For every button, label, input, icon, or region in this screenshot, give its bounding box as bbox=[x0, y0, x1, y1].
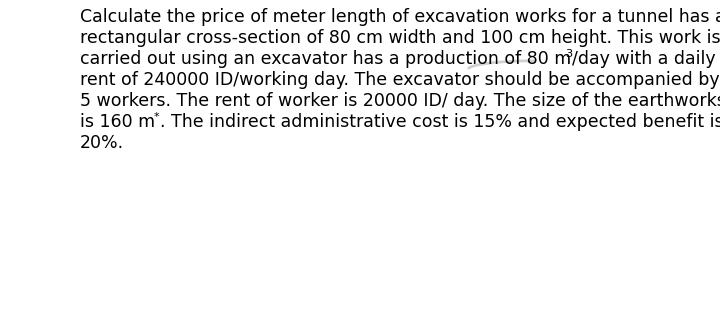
Text: is 160 m: is 160 m bbox=[80, 113, 155, 131]
Text: /day with a daily: /day with a daily bbox=[572, 50, 716, 68]
Text: Calculate the price of meter length of excavation works for a tunnel has a: Calculate the price of meter length of e… bbox=[80, 8, 720, 26]
Text: 3: 3 bbox=[565, 49, 572, 59]
Text: 20%.: 20%. bbox=[80, 134, 124, 152]
Text: *: * bbox=[154, 112, 160, 122]
Text: rectangular cross-section of 80 cm width and 100 cm height. This work is: rectangular cross-section of 80 cm width… bbox=[80, 29, 720, 47]
Text: rent of 240000 ID/working day. The excavator should be accompanied by: rent of 240000 ID/working day. The excav… bbox=[80, 71, 719, 89]
Text: carried out using an excavator has a production of 80 m: carried out using an excavator has a pro… bbox=[80, 50, 571, 68]
Text: 5 workers. The rent of worker is 20000 ID/ day. The size of the earthworks: 5 workers. The rent of worker is 20000 I… bbox=[80, 92, 720, 110]
Text: . The indirect administrative cost is 15% and expected benefit is: . The indirect administrative cost is 15… bbox=[160, 113, 720, 131]
